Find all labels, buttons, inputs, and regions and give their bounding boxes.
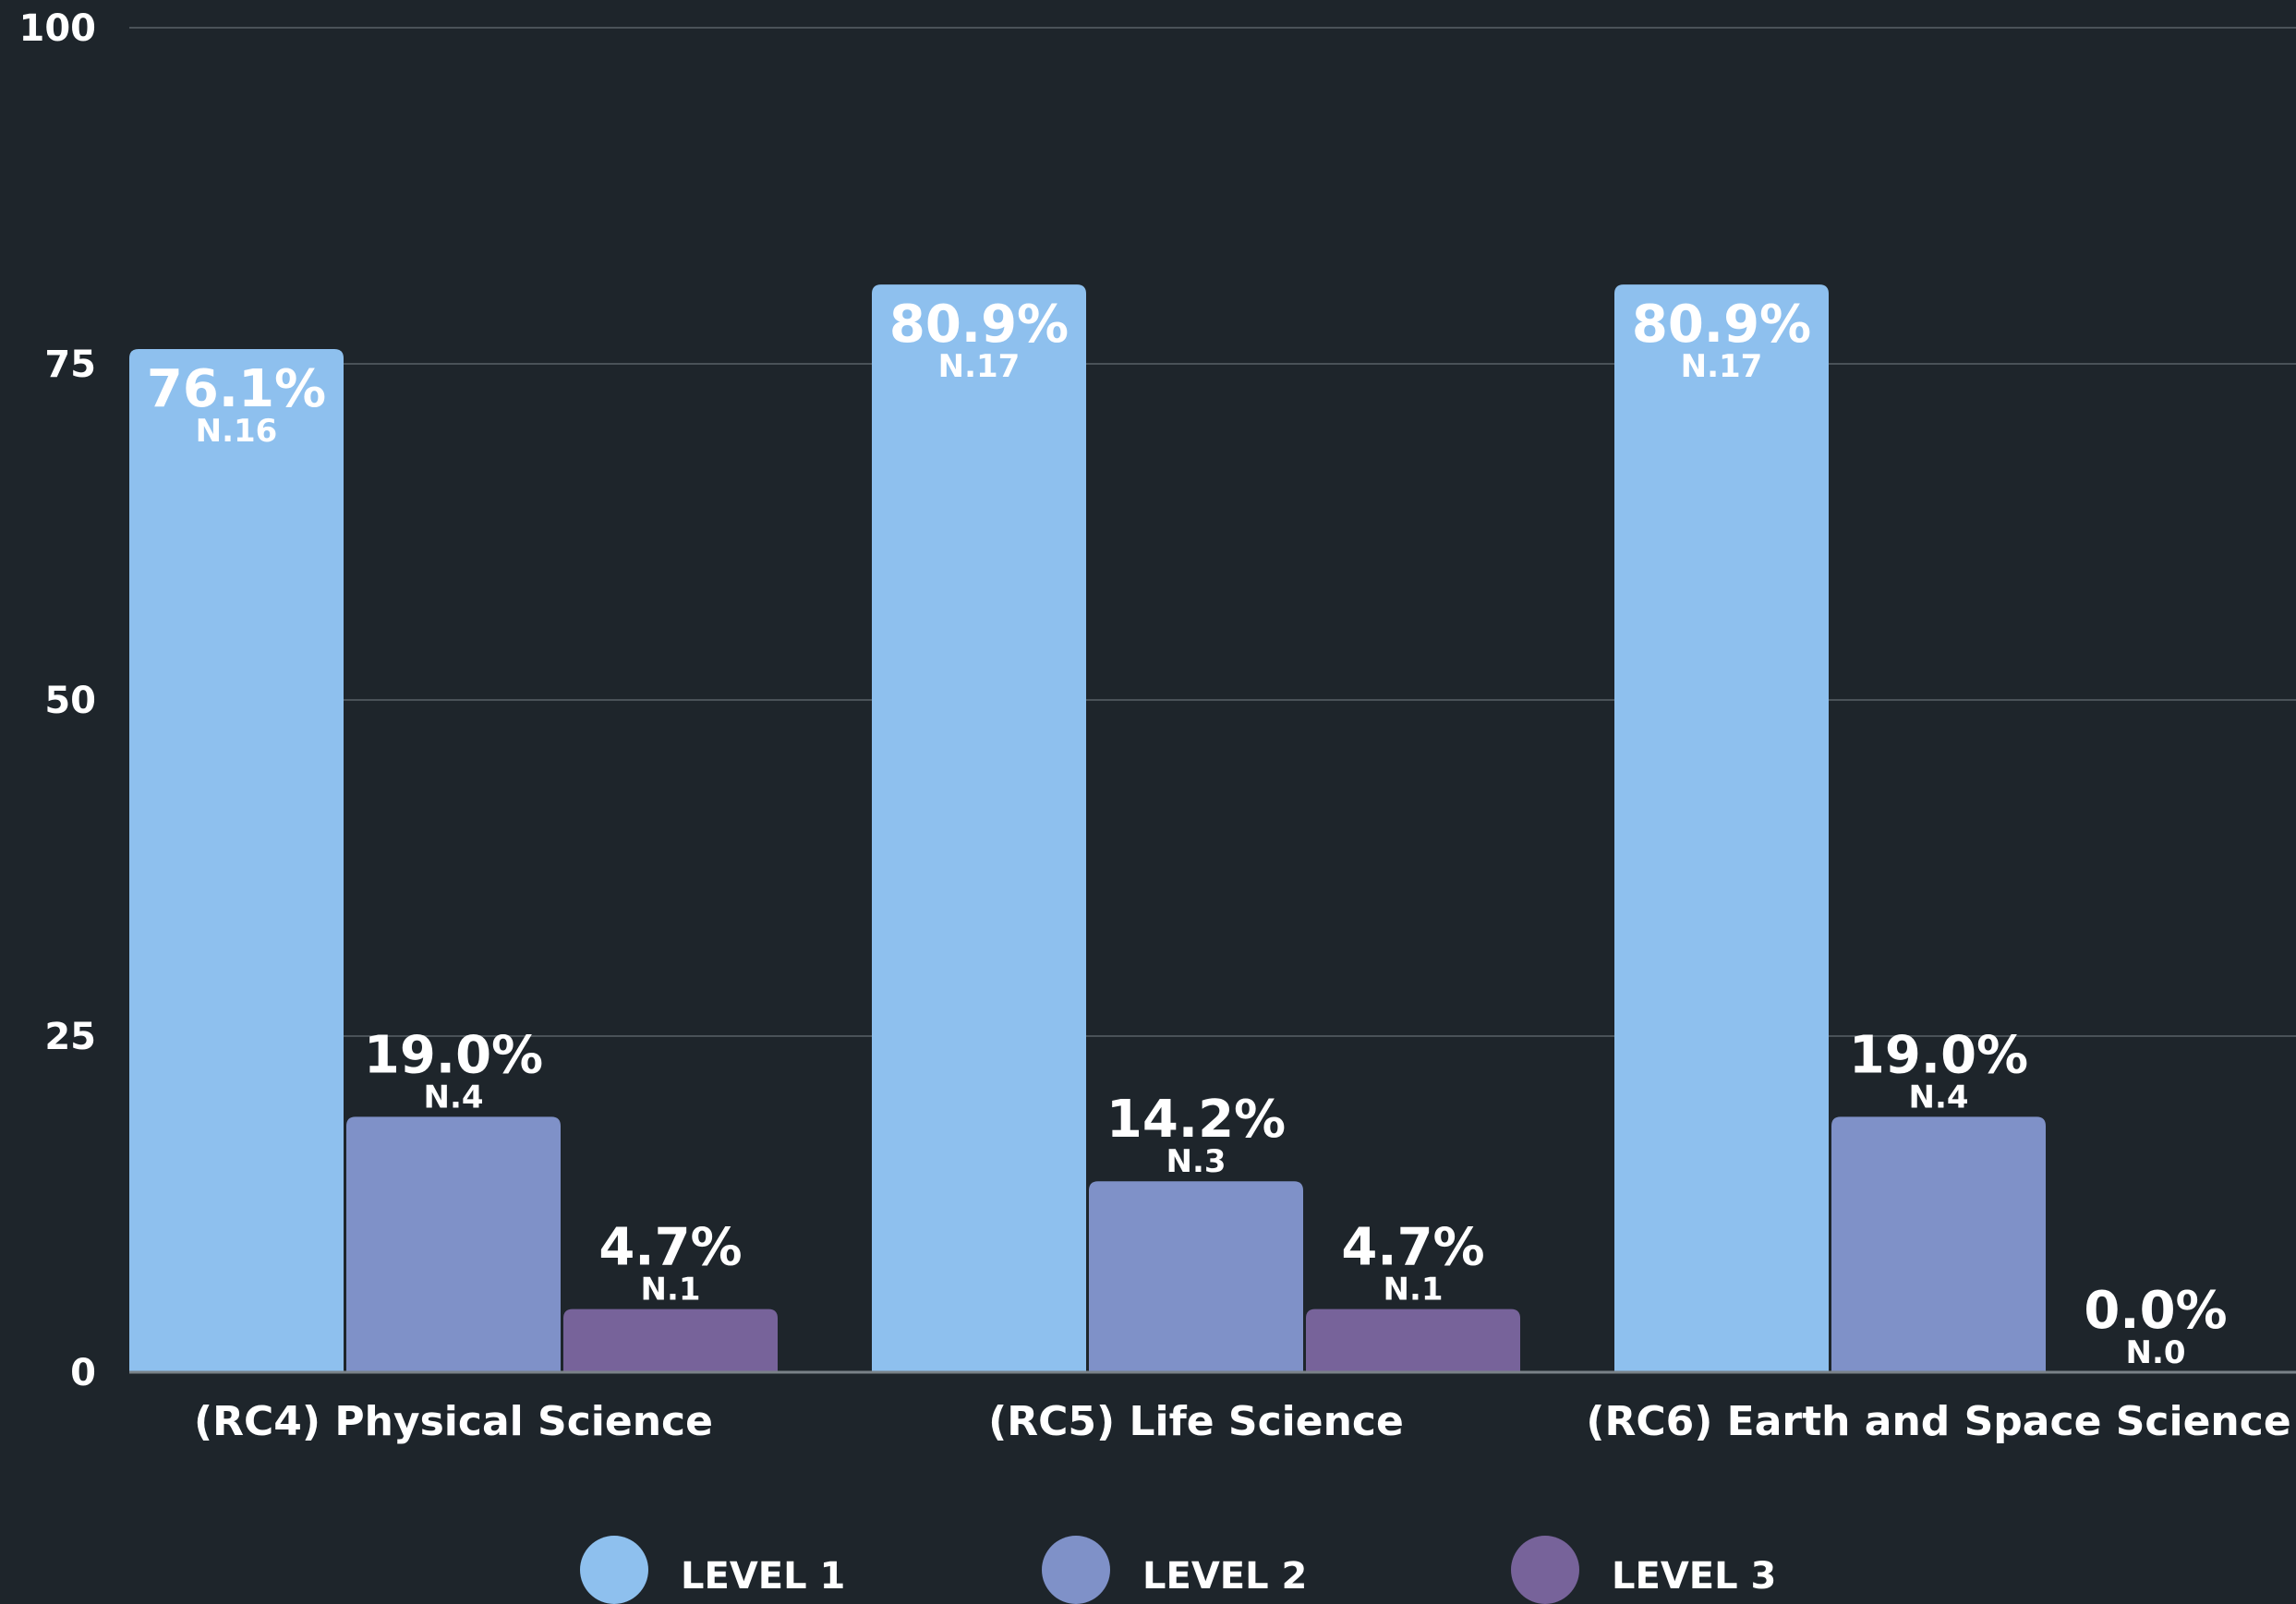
legend: LEVEL 1 LEVEL 2 LEVEL 3 <box>580 1536 1776 1604</box>
y-tick-label: 25 <box>44 1016 96 1058</box>
bar-count-label: N.4 <box>1908 1079 1968 1116</box>
bar-value-label: 0.0% <box>2084 1281 2227 1341</box>
bar-level-2 <box>346 1116 561 1372</box>
bar-count-label: N.1 <box>640 1272 700 1309</box>
bar-count-label: N.17 <box>938 348 1021 385</box>
bar-value-label: 80.9% <box>889 295 1069 355</box>
y-tick-label: 50 <box>44 680 96 722</box>
bar-level-1 <box>1614 284 1829 1373</box>
bar-value-label: 4.7% <box>1341 1218 1484 1278</box>
x-category-label: (RC5) Life Science <box>988 1398 1404 1445</box>
legend-swatch <box>1042 1536 1110 1604</box>
x-category-label: (RC4) Physical Science <box>194 1398 713 1445</box>
bar-value-label: 4.7% <box>598 1218 742 1278</box>
bar-level-2 <box>1089 1181 1303 1372</box>
bar-count-label: N.16 <box>196 413 278 450</box>
y-tick-label: 100 <box>19 7 97 50</box>
bar-level-1 <box>129 348 344 1372</box>
legend-swatch <box>580 1536 648 1604</box>
data-labels: 76.1%N.1619.0%N.44.7%N.180.9%N.1714.2%N.… <box>147 295 2228 1371</box>
y-axis-ticks: 0 25 50 75 100 <box>19 7 97 1394</box>
bar-count-label: N.3 <box>1166 1143 1226 1180</box>
bar-level-1 <box>872 284 1086 1373</box>
bar-value-label: 19.0% <box>364 1025 543 1085</box>
bar-count-label: N.4 <box>423 1079 483 1116</box>
bar-count-label: N.1 <box>1383 1272 1443 1309</box>
legend-swatch <box>1511 1536 1579 1604</box>
bar-value-label: 76.1% <box>147 359 326 419</box>
bars <box>129 284 2046 1373</box>
bar-count-label: N.17 <box>1681 348 1763 385</box>
x-category-label: (RC6) Earth and Space Science <box>1586 1398 2290 1445</box>
legend-label: LEVEL 1 <box>681 1555 845 1598</box>
bar-count-label: N.0 <box>2125 1334 2185 1371</box>
y-tick-label: 0 <box>70 1352 96 1394</box>
grid-lines <box>129 27 2296 1037</box>
x-axis-categories: (RC4) Physical Science (RC5) Life Science… <box>194 1398 2291 1445</box>
bar-level-3 <box>563 1309 778 1372</box>
bar-level-2 <box>1831 1116 2046 1372</box>
legend-label: LEVEL 2 <box>1142 1555 1307 1598</box>
bar-level-3 <box>1306 1309 1520 1372</box>
bar-value-label: 14.2% <box>1106 1090 1286 1150</box>
legend-label: LEVEL 3 <box>1612 1555 1776 1598</box>
y-tick-label: 75 <box>44 344 96 386</box>
bar-value-label: 80.9% <box>1632 295 1811 355</box>
bar-value-label: 19.0% <box>1849 1025 2028 1085</box>
